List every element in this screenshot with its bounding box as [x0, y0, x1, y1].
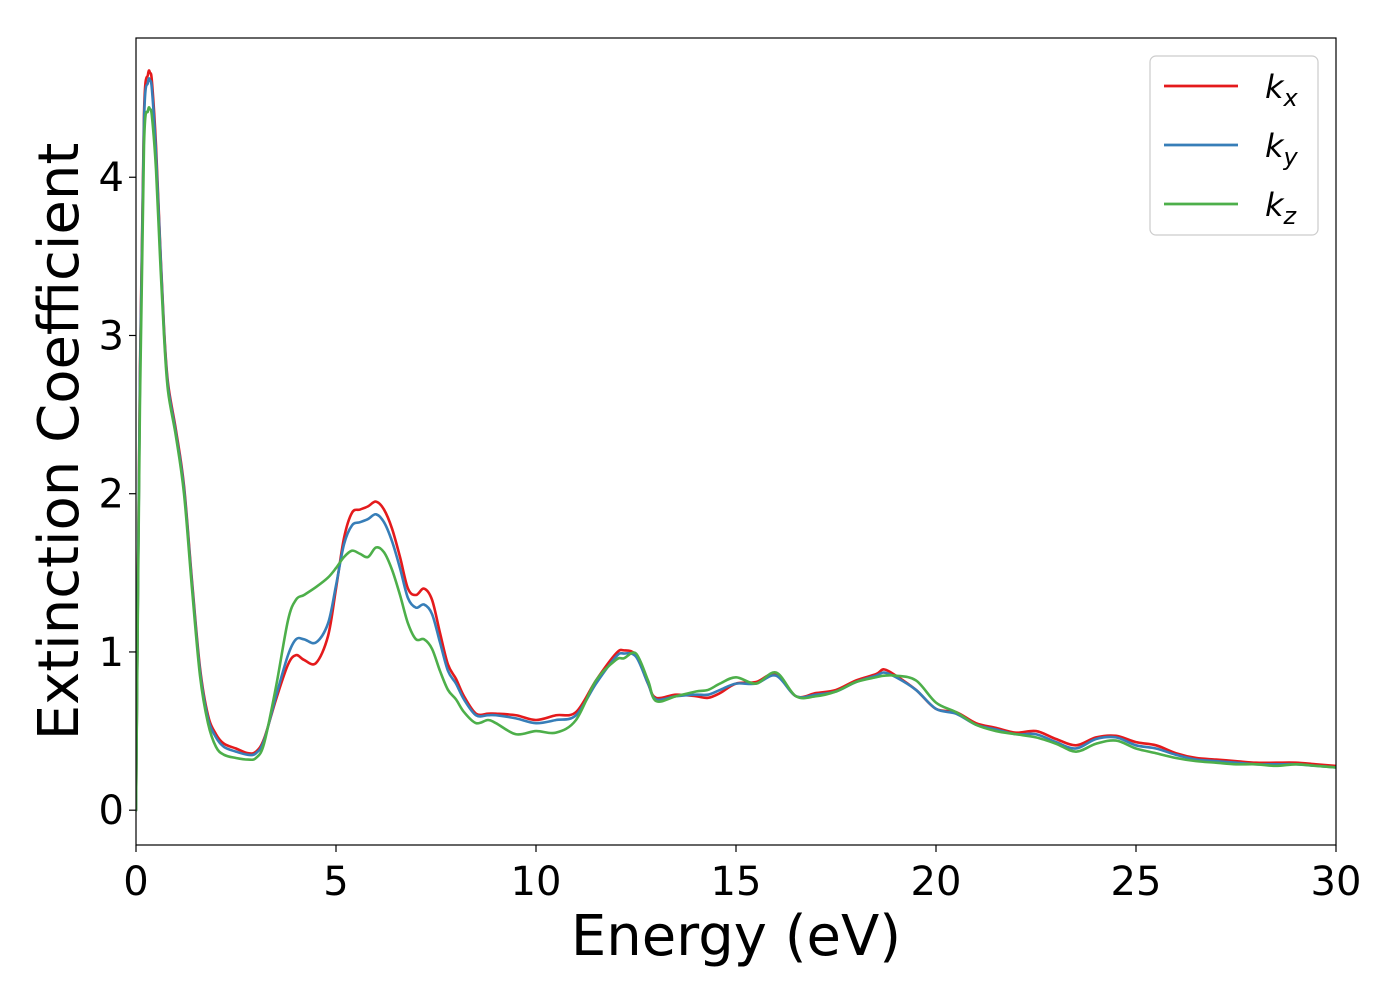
legend-label: kx: [1265, 68, 1299, 112]
legend-label: kz: [1265, 186, 1298, 230]
y-tick-label: 1: [99, 630, 124, 676]
y-tick-label: 3: [99, 313, 124, 359]
y-tick-label: 4: [99, 155, 124, 201]
x-tick-label: 20: [911, 859, 962, 905]
y-axis-title: Extinction Coefficient: [27, 143, 92, 741]
x-tick-label: 25: [1111, 859, 1162, 905]
y-tick-label: 0: [99, 788, 124, 834]
x-tick-label: 5: [323, 859, 348, 905]
y-axis: 0 1 2 3 4: [99, 155, 136, 834]
y-tick-label: 2: [99, 472, 124, 518]
legend-entry-kx: kx: [1164, 68, 1299, 112]
legend: kx ky kz: [1149, 55, 1319, 236]
x-tick-label: 0: [123, 859, 148, 905]
series-line-kz: [136, 106, 1336, 812]
x-tick-label: 10: [511, 859, 562, 905]
x-axis-title: Energy (eV): [571, 904, 901, 969]
x-tick-label: 30: [1311, 859, 1362, 905]
legend-label: ky: [1265, 127, 1299, 171]
plot-lines: [136, 69, 1336, 812]
x-axis: 0 5 10 15 20 25 30: [123, 845, 1361, 905]
legend-entry-kz: kz: [1164, 186, 1298, 230]
x-tick-label: 15: [711, 859, 762, 905]
legend-entry-ky: ky: [1164, 127, 1299, 171]
